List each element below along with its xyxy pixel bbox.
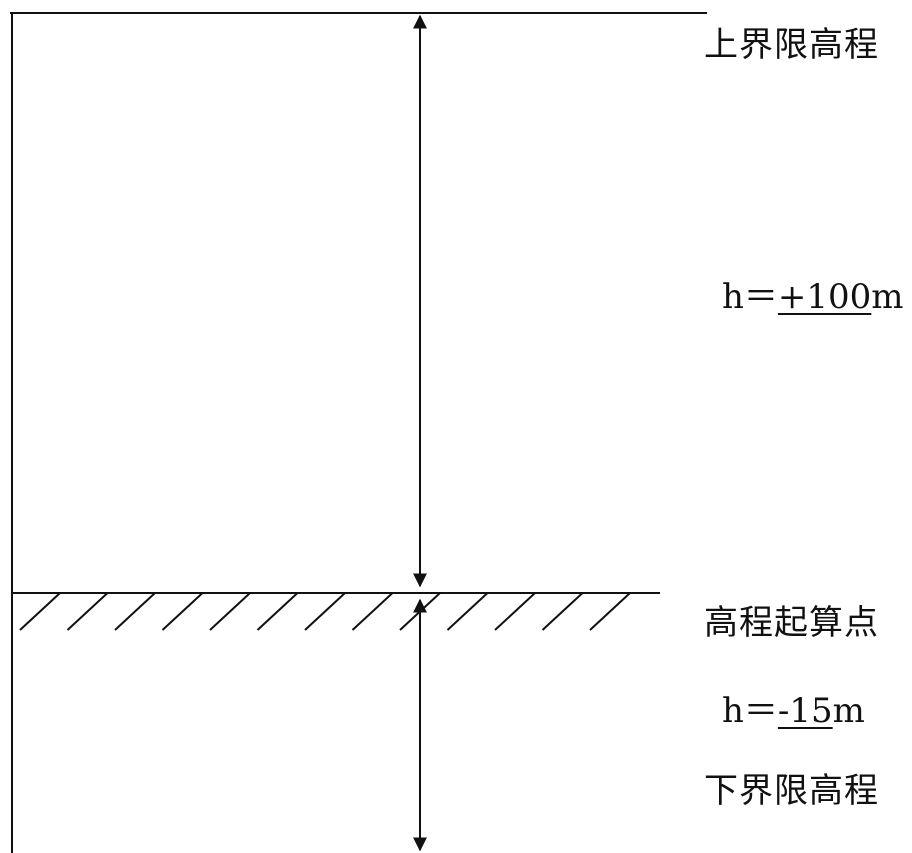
datum-label: 高程起算点 — [704, 603, 879, 643]
hatch-stroke — [161, 592, 204, 631]
lower-h-unit: m — [832, 691, 865, 731]
hatch-stroke — [66, 592, 109, 631]
hatch-stroke — [209, 592, 251, 631]
lower-h-prefix: h＝ — [722, 691, 778, 731]
hatch-stroke — [589, 592, 631, 631]
hatch-stroke — [351, 592, 394, 631]
hatch-stroke — [19, 592, 61, 631]
hatch-stroke — [446, 592, 489, 631]
upper-h-value: +100 — [777, 277, 872, 317]
lower-height-label: h＝-15m — [722, 694, 865, 728]
lower-h-value: -15 — [777, 691, 833, 731]
hatch-stroke — [494, 592, 536, 631]
hatch-stroke — [541, 592, 584, 631]
upper-h-prefix: h＝ — [722, 277, 778, 317]
upper-limit-label: 上界限高程 — [704, 25, 879, 65]
upper-h-unit: m — [871, 277, 904, 317]
upper-height-label: h＝+100m — [722, 280, 904, 314]
hatch-stroke — [304, 592, 346, 631]
ground-hatching — [19, 592, 631, 631]
lower-limit-label: 下界限高程 — [704, 771, 879, 811]
hatch-stroke — [256, 592, 299, 631]
hatch-stroke — [114, 592, 156, 631]
